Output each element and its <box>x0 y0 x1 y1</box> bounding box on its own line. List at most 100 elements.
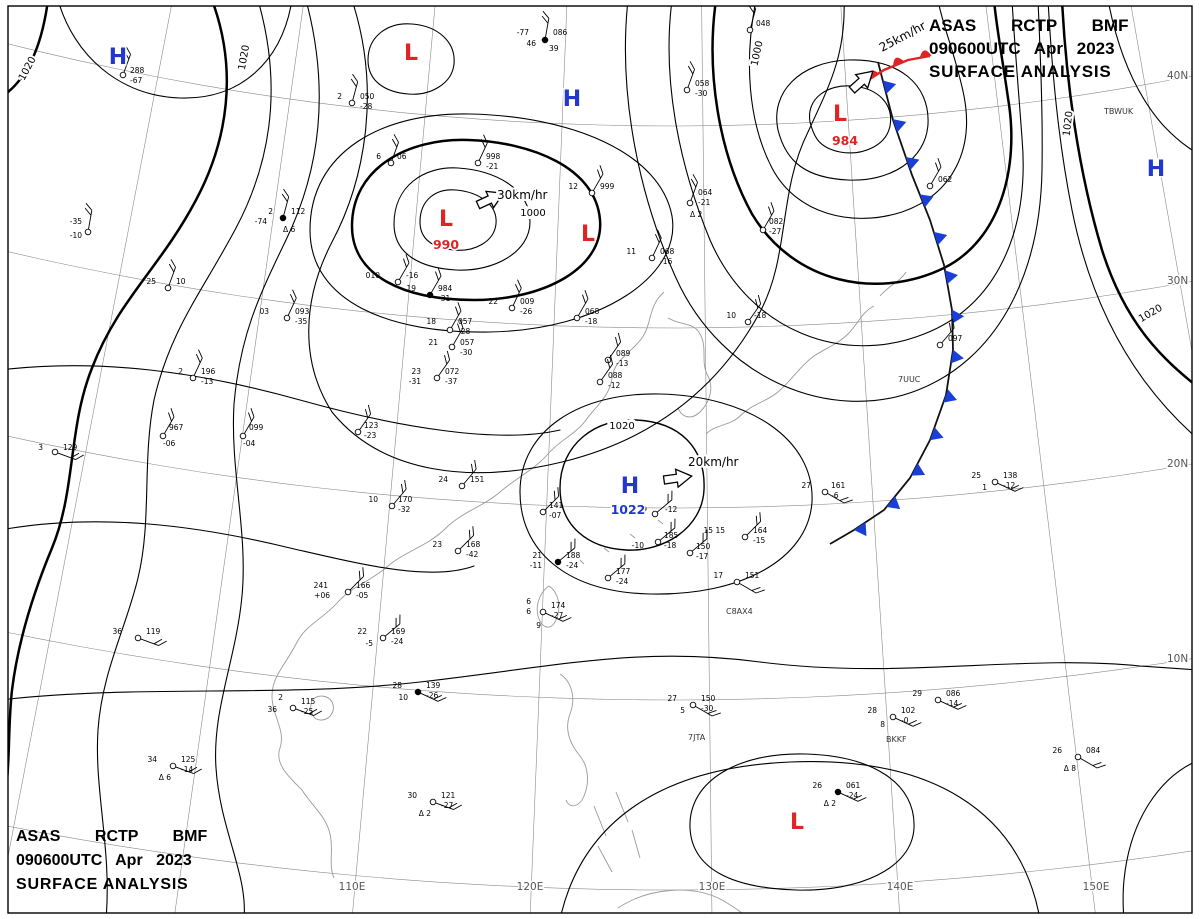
isobar-line <box>8 655 1192 700</box>
wind-barb <box>559 538 576 561</box>
coastlines <box>271 271 907 913</box>
station-circle <box>379 634 387 642</box>
graticule-meridian <box>174 6 304 913</box>
station-value: 22 <box>488 297 498 306</box>
station-plot: 28 139-26 10 <box>392 681 447 702</box>
station-plot: 089-13 <box>604 332 631 368</box>
station-value: Δ 2 <box>824 799 837 808</box>
isobar-line <box>809 85 892 154</box>
station-plot: -77 086 46 39 <box>517 10 568 53</box>
wind-barb <box>57 452 84 460</box>
wind-barb <box>420 692 447 702</box>
isobar-line <box>8 6 229 784</box>
wind-barb <box>593 165 604 191</box>
station-value: 141 <box>549 501 564 510</box>
graticule-parallel <box>8 251 1192 329</box>
station-plot: 288-67 <box>119 46 145 85</box>
isobar-line <box>8 6 49 94</box>
isobar-line <box>689 753 915 891</box>
wind-barb <box>244 408 255 434</box>
station-plot: 11 068-16 <box>626 229 675 266</box>
station-plot: 17 151 <box>713 571 765 594</box>
station-circle <box>539 608 547 616</box>
station-circle <box>689 701 697 709</box>
coastline <box>579 559 585 565</box>
station-value: 6 <box>526 607 531 616</box>
wind-barb <box>541 10 550 38</box>
arrow-icon <box>848 70 874 94</box>
station-circle <box>239 432 247 440</box>
pressure-center-high: H <box>561 86 582 114</box>
station-circle <box>119 71 127 79</box>
station-plot: 048 <box>746 6 771 34</box>
wind-barb <box>656 490 673 513</box>
coastline <box>615 791 629 823</box>
station-value: 998 <box>486 152 501 161</box>
station-value: +06 <box>314 591 330 600</box>
station-value: 062 <box>938 175 953 184</box>
title-block-top: ASAS RCTP BMF 090600UTC Apr 2023 SURFACE… <box>929 14 1185 83</box>
pressure-center-high: H <box>1145 156 1166 184</box>
station-value: 2 <box>268 207 273 216</box>
station-value: -18 <box>664 541 676 550</box>
wind-barb <box>459 526 475 550</box>
station-value: -30 <box>460 348 472 357</box>
center-pressure-label: 984 <box>832 133 858 148</box>
station-plot: 6 06 <box>376 134 407 167</box>
station-plot: 27 161-6 <box>801 481 853 504</box>
isobar-line <box>309 113 674 333</box>
coastline <box>301 789 335 879</box>
coastline <box>617 889 743 913</box>
longitude-label: 150E <box>1083 881 1110 893</box>
wind-barb <box>840 792 867 802</box>
wind-barb <box>193 349 203 376</box>
wind-barb <box>175 766 202 774</box>
isobar-line <box>350 138 602 302</box>
station-value: -12 <box>665 505 677 514</box>
station-value: 30 <box>407 791 417 800</box>
station-plot: 10 170-32 <box>368 479 413 514</box>
wind-barb <box>438 350 451 376</box>
datetime-label: 090600UTC Apr 2023 <box>16 852 192 869</box>
station-value: 102 <box>901 706 916 715</box>
cold-front-triangle <box>951 309 965 324</box>
station-value: -42 <box>466 550 478 559</box>
wind-barb <box>164 408 175 434</box>
station-value: 2 <box>278 693 283 702</box>
station-value: -67 <box>130 76 142 85</box>
station-value: -28 <box>360 102 372 111</box>
ship-callsign-label: 7UUC <box>898 375 921 384</box>
coastline <box>597 845 613 873</box>
cold-front-triangle <box>919 194 934 208</box>
coastline <box>603 547 610 553</box>
cold-front-triangle <box>886 496 901 510</box>
station-value: 21 <box>428 338 438 347</box>
station-value: 2 <box>337 92 342 101</box>
station-value: 29 <box>912 689 922 698</box>
wind-barb <box>601 354 614 380</box>
station-value: -12 <box>1003 481 1015 490</box>
station-value: 168 <box>466 540 481 549</box>
isobar-line <box>559 419 705 551</box>
station-value: 125 <box>181 755 196 764</box>
station-value: 15 15 <box>704 526 726 535</box>
station-value: 068 <box>660 247 675 256</box>
low-symbol: L <box>404 41 418 66</box>
pressure-center-low: L <box>402 40 419 68</box>
station-plot: 36 119 <box>112 627 167 646</box>
wind-barb <box>895 717 922 727</box>
wind-barb <box>287 289 297 316</box>
product-id: ASAS RCTP BMF <box>929 16 1129 35</box>
station-circle <box>414 688 422 696</box>
isobar-line <box>1108 6 1192 151</box>
station-circle <box>289 704 297 712</box>
station-value: -37 <box>445 377 457 386</box>
station-value: 082 <box>769 217 784 226</box>
station-circle <box>84 228 92 236</box>
station-value: -18 <box>585 317 597 326</box>
datetime-label: 090600UTC Apr 2023 <box>929 39 1115 58</box>
station-value: -24 <box>391 637 403 646</box>
isobar-line <box>624 6 1043 402</box>
